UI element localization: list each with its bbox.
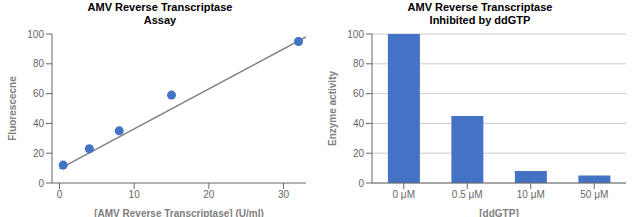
svg-text:0: 0	[38, 178, 44, 189]
svg-text:20: 20	[353, 148, 365, 159]
svg-text:10: 10	[129, 189, 141, 200]
svg-text:0: 0	[57, 189, 63, 200]
svg-text:80: 80	[33, 58, 45, 69]
html-text:Assay: Assay	[143, 14, 177, 26]
svg-text:Enzyme activity: Enzyme activity	[327, 71, 338, 146]
svg-text:100: 100	[347, 29, 364, 40]
svg-text:Fluorescecne: Fluorescecne	[8, 76, 18, 141]
html-text:AMV Reverse Transcriptase: AMV Reverse Transcriptase	[407, 1, 553, 13]
svg-text:20: 20	[33, 148, 45, 159]
svg-text:100: 100	[27, 29, 44, 40]
svg-text:30: 30	[278, 189, 290, 200]
svg-text:40: 40	[353, 118, 365, 129]
svg-text:[ddGTP]: [ddGTP]	[479, 208, 518, 217]
svg-text:0 μM: 0 μM	[393, 189, 415, 200]
svg-text:60: 60	[33, 88, 45, 99]
svg-text:10 μM: 10 μM	[517, 189, 545, 200]
svg-text:0: 0	[358, 178, 364, 189]
svg-text:20: 20	[203, 189, 215, 200]
html-text:Inhibited by ddGTP: Inhibited by ddGTP	[429, 14, 531, 26]
svg-text:40: 40	[33, 118, 45, 129]
svg-text:50 μM: 50 μM	[580, 189, 608, 200]
svg-text:60: 60	[353, 88, 365, 99]
html-text:AMV Reverse Transcriptase: AMV Reverse Transcriptase	[87, 1, 233, 13]
svg-text:0.5 μM: 0.5 μM	[452, 189, 483, 200]
svg-text:80: 80	[353, 58, 365, 69]
svg-text:[AMV Reverse Transcriptase] (U: [AMV Reverse Transcriptase] (U/ml)	[94, 208, 264, 217]
